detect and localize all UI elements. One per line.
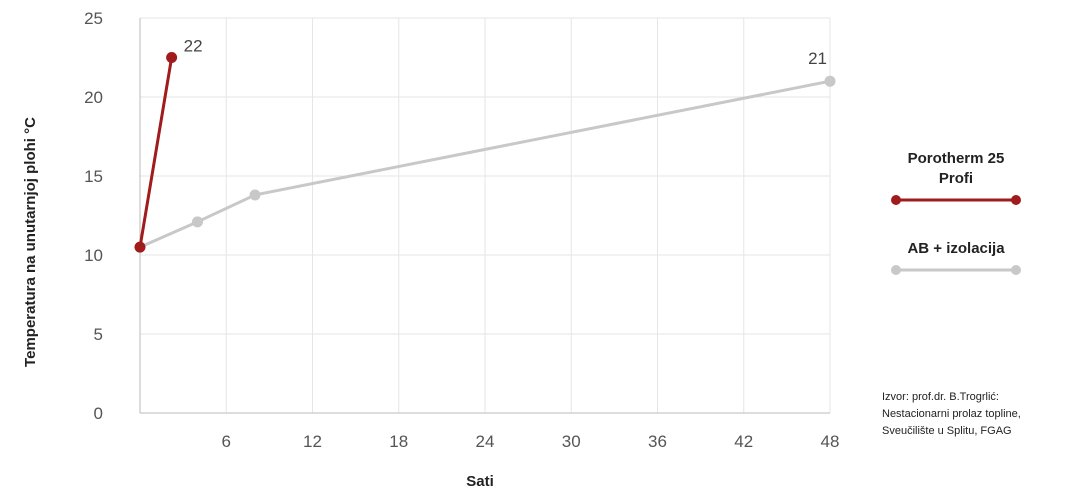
source-line: Sveučilište u Splitu, FGAG bbox=[882, 425, 1012, 437]
legend-swatch-dot bbox=[1011, 265, 1021, 275]
series-line bbox=[138, 57, 174, 248]
axes bbox=[139, 18, 830, 414]
grid bbox=[140, 17, 831, 413]
y-axis-label: Temperatura na unutarnjoj plohi °C bbox=[22, 117, 39, 367]
series-end-label: 22 bbox=[184, 37, 203, 56]
source-note: Izvor: prof.dr. B.Trogrlić: Nestacionarn… bbox=[882, 389, 1072, 440]
legend-swatch-dot bbox=[891, 195, 901, 205]
series-line bbox=[139, 79, 831, 249]
legend-label: Porotherm 25 bbox=[908, 150, 1005, 167]
x-tick-label: 6 bbox=[222, 432, 231, 451]
data-point bbox=[192, 216, 203, 228]
x-tick-label: 30 bbox=[562, 432, 581, 451]
tick-labels: 0 5 10 15 20 25 6 12 18 24 30 36 42 48 bbox=[84, 9, 839, 451]
x-tick-label: 18 bbox=[389, 432, 408, 451]
x-tick-label: 24 bbox=[476, 432, 495, 451]
legend-swatch-dot bbox=[891, 265, 901, 275]
legend-label: Profi bbox=[939, 170, 973, 187]
x-tick-label: 36 bbox=[648, 432, 667, 451]
y-tick-label: 20 bbox=[84, 88, 103, 107]
series-end-label: 21 bbox=[808, 49, 827, 68]
y-tick-label: 25 bbox=[84, 9, 103, 28]
source-line: Izvor: prof.dr. B.Trogrlić: bbox=[882, 391, 999, 403]
data-point bbox=[249, 189, 261, 201]
y-tick-label: 15 bbox=[84, 167, 103, 186]
legend-swatch-dot bbox=[1011, 195, 1021, 205]
legend: Porotherm 25 Profi AB + izolacija bbox=[891, 150, 1021, 275]
y-tick-label: 10 bbox=[84, 246, 103, 265]
data-point bbox=[166, 52, 178, 63]
data-point bbox=[824, 75, 836, 87]
legend-label: AB + izolacija bbox=[907, 240, 1005, 257]
data-point bbox=[134, 241, 146, 253]
y-tick-label: 5 bbox=[94, 325, 103, 344]
x-axis-label: Sati bbox=[466, 473, 494, 490]
x-tick-label: 48 bbox=[821, 432, 840, 451]
series-group bbox=[134, 52, 836, 253]
data-labels: 21 22 bbox=[184, 37, 827, 69]
x-tick-label: 12 bbox=[303, 432, 322, 451]
source-line: Nestacionarni prolaz topline, bbox=[882, 408, 1021, 420]
y-tick-label: 0 bbox=[94, 404, 103, 423]
x-tick-label: 42 bbox=[734, 432, 753, 451]
